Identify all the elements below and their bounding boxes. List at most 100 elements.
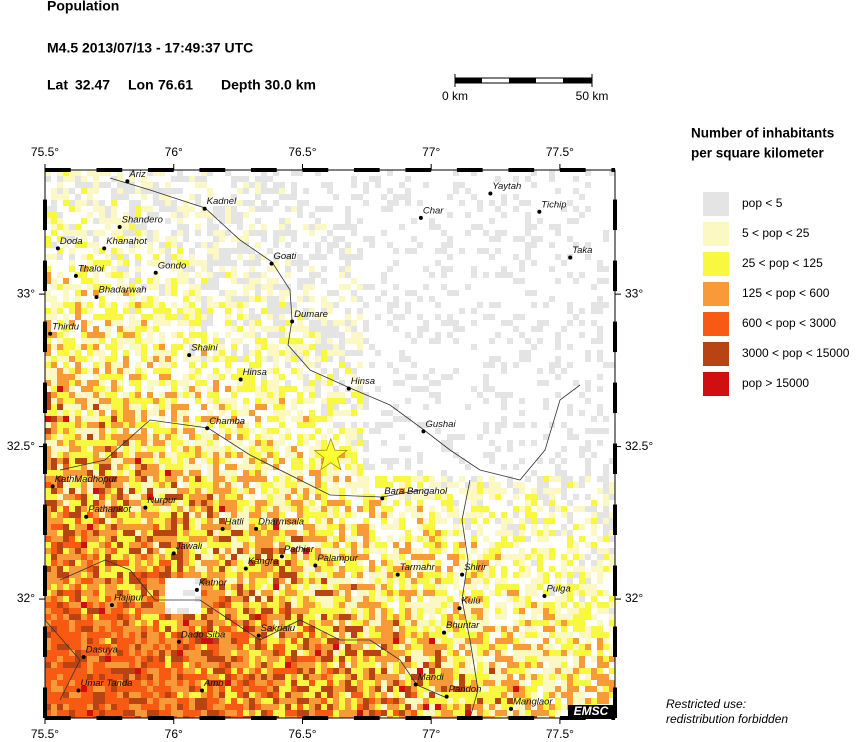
raster-cell — [129, 632, 135, 638]
raster-cell — [105, 374, 111, 380]
raster-cell — [285, 572, 291, 578]
raster-cell — [441, 482, 447, 488]
raster-cell — [225, 464, 231, 470]
raster-cell — [57, 554, 63, 560]
raster-cell — [489, 626, 495, 632]
raster-cell — [243, 434, 249, 440]
raster-cell — [93, 200, 99, 206]
raster-cell — [81, 272, 87, 278]
raster-cell — [237, 608, 243, 614]
raster-cell — [57, 560, 63, 566]
raster-cell — [267, 344, 273, 350]
raster-cell — [93, 410, 99, 416]
raster-cell — [291, 206, 297, 212]
raster-cell — [123, 638, 129, 644]
raster-cell — [207, 218, 213, 224]
raster-cell — [597, 566, 603, 572]
raster-cell — [555, 530, 561, 536]
raster-cell — [351, 278, 357, 284]
raster-cell — [537, 530, 543, 536]
raster-cell — [63, 554, 69, 560]
raster-cell — [267, 284, 273, 290]
raster-cell — [267, 662, 273, 668]
raster-cell — [87, 404, 93, 410]
raster-cell — [279, 650, 285, 656]
raster-cell — [387, 566, 393, 572]
raster-cell — [333, 488, 339, 494]
raster-cell — [591, 668, 597, 674]
raster-cell — [255, 230, 261, 236]
raster-cell — [135, 494, 141, 500]
raster-cell — [165, 512, 171, 518]
raster-cell — [273, 278, 279, 284]
raster-cell — [309, 632, 315, 638]
raster-cell — [273, 584, 279, 590]
raster-cell — [411, 236, 417, 242]
raster-cell — [273, 374, 279, 380]
raster-cell — [219, 212, 225, 218]
raster-cell — [393, 614, 399, 620]
raster-cell — [45, 560, 51, 566]
raster-cell — [315, 416, 321, 422]
raster-cell — [159, 380, 165, 386]
raster-cell — [57, 674, 63, 680]
raster-cell — [255, 656, 261, 662]
raster-cell — [357, 674, 363, 680]
raster-cell — [423, 422, 429, 428]
raster-cell — [171, 434, 177, 440]
raster-cell — [303, 644, 309, 650]
raster-cell — [75, 542, 81, 548]
raster-cell — [117, 170, 123, 176]
raster-cell — [183, 650, 189, 656]
raster-cell — [45, 218, 51, 224]
raster-cell — [267, 350, 273, 356]
raster-cell — [237, 488, 243, 494]
raster-cell — [417, 482, 423, 488]
raster-cell — [231, 356, 237, 362]
raster-cell — [75, 602, 81, 608]
raster-cell — [111, 350, 117, 356]
raster-cell — [147, 650, 153, 656]
raster-cell — [549, 662, 555, 668]
raster-cell — [93, 638, 99, 644]
raster-cell — [207, 260, 213, 266]
raster-cell — [123, 626, 129, 632]
raster-cell — [201, 344, 207, 350]
raster-cell — [405, 530, 411, 536]
raster-cell — [267, 314, 273, 320]
raster-cell — [309, 620, 315, 626]
raster-cell — [387, 188, 393, 194]
raster-cell — [201, 404, 207, 410]
raster-cell — [225, 638, 231, 644]
raster-cell — [189, 530, 195, 536]
raster-cell — [63, 446, 69, 452]
raster-cell — [333, 404, 339, 410]
raster-cell — [609, 458, 615, 464]
raster-cell — [573, 482, 579, 488]
raster-cell — [231, 344, 237, 350]
raster-cell — [129, 596, 135, 602]
raster-cell — [567, 548, 573, 554]
raster-cell — [225, 368, 231, 374]
raster-cell — [603, 638, 609, 644]
raster-cell — [63, 476, 69, 482]
raster-cell — [261, 560, 267, 566]
raster-cell — [225, 254, 231, 260]
raster-cell — [267, 386, 273, 392]
raster-cell — [45, 470, 51, 476]
raster-cell — [555, 614, 561, 620]
raster-cell — [357, 482, 363, 488]
raster-cell — [351, 290, 357, 296]
raster-cell — [87, 548, 93, 554]
raster-cell — [387, 410, 393, 416]
raster-cell — [321, 524, 327, 530]
raster-cell — [579, 272, 585, 278]
raster-cell — [399, 314, 405, 320]
raster-cell — [231, 524, 237, 530]
raster-cell — [279, 530, 285, 536]
raster-cell — [321, 590, 327, 596]
raster-cell — [525, 536, 531, 542]
raster-cell — [81, 188, 87, 194]
raster-cell — [153, 464, 159, 470]
raster-cell — [105, 572, 111, 578]
